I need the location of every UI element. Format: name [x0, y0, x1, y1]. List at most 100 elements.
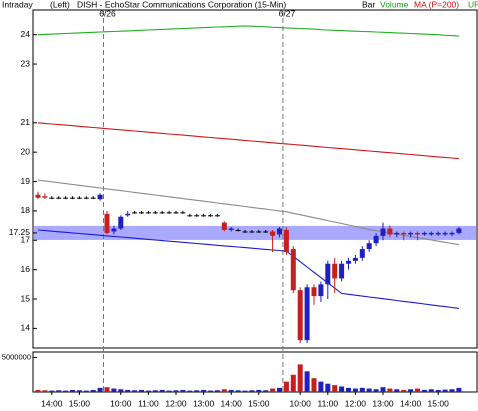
y-tick-label: 17 — [21, 235, 31, 245]
chart-title: DISH - EchoStar Communications Corporati… — [77, 0, 286, 9]
volume-bar — [90, 389, 96, 392]
y-tick-label: 18 — [21, 205, 31, 215]
volume-bar — [283, 381, 289, 392]
volume-bar — [70, 389, 75, 392]
y-tick-label: 19 — [21, 176, 31, 186]
y-tick-label: 24 — [21, 29, 31, 39]
y-tick-label: 20 — [21, 146, 31, 156]
volume-bar — [180, 389, 186, 392]
candle-body — [325, 263, 331, 285]
candle-body — [125, 213, 131, 216]
volume-bar — [263, 390, 269, 392]
moving-average — [37, 122, 459, 160]
volume-panel — [32, 351, 478, 393]
volume-bar — [435, 389, 441, 392]
candle-body — [339, 263, 345, 279]
x-tick-label: 15:00 — [428, 398, 450, 408]
x-tick-label: 11:00 — [138, 398, 159, 408]
volume-bar — [380, 387, 386, 392]
volume-bar — [415, 388, 420, 392]
candle-body — [42, 196, 48, 198]
candle-body — [166, 212, 172, 214]
volume-bar — [49, 390, 55, 392]
candle-body — [90, 197, 96, 199]
candle-body — [35, 194, 41, 198]
candle-body — [132, 212, 138, 214]
candle-body — [387, 228, 393, 235]
candle-body — [346, 260, 351, 264]
candle-body — [145, 212, 151, 214]
volume-bar — [449, 389, 455, 392]
x-tick-label: 15:00 — [248, 398, 270, 408]
volume-bar — [339, 386, 345, 392]
candle-body — [380, 228, 386, 236]
candle-body — [56, 197, 62, 199]
volume-bar — [139, 389, 144, 392]
volume-bar — [111, 388, 117, 392]
x-tick-label: 10:00 — [290, 398, 312, 408]
day-label: 6/27 — [279, 8, 296, 18]
candle-body — [83, 197, 89, 199]
volume-bar — [228, 389, 234, 392]
candle-body — [97, 194, 103, 200]
volume-bar — [159, 389, 165, 392]
candle-body — [290, 249, 296, 291]
x-tick-label: 12:00 — [345, 398, 367, 408]
candle-body — [180, 212, 186, 214]
candle-body — [173, 212, 179, 214]
x-tick-label: 14:00 — [41, 398, 63, 408]
candle-body — [152, 212, 158, 214]
volume-bar — [394, 389, 400, 392]
x-tick-label: 15:00 — [69, 398, 91, 408]
volume-bar — [201, 389, 207, 392]
candle-body — [456, 228, 462, 233]
candle-body — [449, 232, 455, 235]
candle-body — [118, 216, 124, 229]
mode-label: Intraday — [2, 0, 33, 9]
y-tick-label: 21 — [21, 117, 31, 127]
candle-body — [401, 232, 407, 235]
candle-body — [159, 212, 165, 214]
candle-body — [63, 197, 69, 199]
volume-bar — [214, 390, 220, 392]
candle-body — [70, 197, 75, 199]
candle-body — [318, 284, 324, 297]
x-tick-label: 11:00 — [317, 398, 338, 408]
volume-bar — [290, 374, 296, 392]
candle-body — [139, 212, 144, 214]
legend-entry: Bar — [362, 0, 375, 9]
volume-bar — [332, 385, 338, 392]
volume-bar — [304, 371, 310, 392]
volume-bar — [152, 390, 158, 392]
volume-bar — [359, 387, 365, 392]
volume-bar — [277, 387, 282, 392]
volume-bar — [318, 381, 324, 392]
candle-body — [270, 231, 276, 236]
candle-body — [359, 249, 365, 258]
volume-bar — [311, 378, 317, 392]
legend-entry: Volume — [380, 0, 409, 9]
volume-bar — [76, 390, 82, 392]
volume-bar — [297, 364, 303, 392]
volume-bar — [208, 390, 213, 392]
volume-bar — [325, 383, 331, 392]
volume-bar — [63, 390, 69, 392]
volume-bar — [125, 389, 131, 392]
candle-body — [111, 228, 117, 232]
volume-bar — [352, 388, 358, 392]
candle-body — [311, 287, 317, 297]
candle-body — [428, 232, 434, 235]
volume-bar — [42, 390, 48, 392]
volume-bar — [387, 388, 393, 392]
candle-body — [421, 232, 427, 235]
day-label: 6/26 — [99, 8, 116, 18]
candle-body — [221, 222, 227, 230]
candle-body — [256, 231, 262, 233]
volume-bar — [401, 389, 407, 392]
volume-bar — [132, 390, 138, 392]
y-tick-label: 23 — [21, 58, 31, 68]
volume-bar — [256, 389, 262, 392]
candle-body — [235, 229, 241, 231]
volume-bar — [421, 389, 427, 392]
